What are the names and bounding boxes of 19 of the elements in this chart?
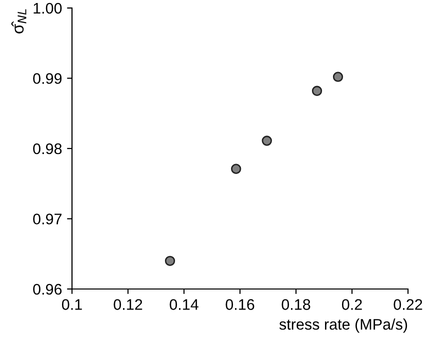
x-tick-label: 0.18 xyxy=(282,299,310,310)
y-tick-label: 1.00 xyxy=(34,2,62,14)
point xyxy=(262,136,272,146)
x-axis-title: stress rate (MPa/s) xyxy=(279,318,408,333)
y-tick-label: 0.97 xyxy=(33,214,62,224)
x-tick-label: 0.14 xyxy=(170,299,198,310)
point xyxy=(230,164,242,174)
y-tick-label: 0.98 xyxy=(33,143,62,154)
point xyxy=(332,72,344,82)
x-tick-label: 0.22 xyxy=(394,299,422,310)
x-tick-label: 0.16 xyxy=(226,299,254,310)
x-tick-label: 0.12 xyxy=(114,299,142,310)
y-tick-label: 0.99 xyxy=(33,73,62,84)
x-tick-label: 0.1 xyxy=(62,299,82,310)
y-tick-label: 0.96 xyxy=(33,284,62,295)
point xyxy=(312,86,322,96)
x-tick-label: 0.2 xyxy=(342,299,362,310)
point xyxy=(164,256,176,266)
y-axis-title: σ̂$_{NL}$ xyxy=(11,9,26,34)
